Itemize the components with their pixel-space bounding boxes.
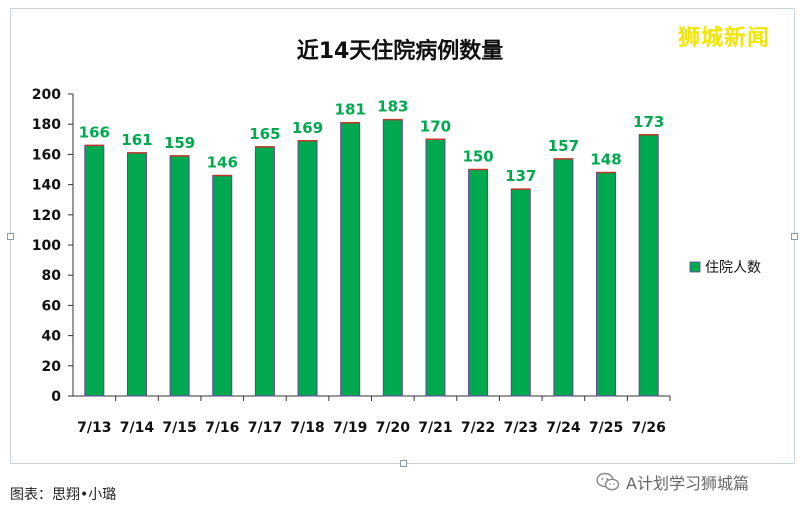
y-tick-label: 140 [32, 178, 61, 194]
data-label: 169 [292, 119, 323, 137]
bar [468, 169, 489, 397]
bar [84, 144, 105, 397]
x-tick-label: 7/25 [589, 420, 623, 436]
y-tick-label: 200 [32, 87, 61, 103]
x-tick-label: 7/20 [376, 420, 411, 436]
resize-handle-right[interactable] [791, 233, 798, 240]
resize-handle-bottom[interactable] [400, 460, 407, 467]
data-label: 146 [207, 154, 238, 172]
data-label: 137 [505, 167, 536, 185]
y-tick-label: 0 [51, 389, 61, 405]
data-label: 159 [164, 134, 195, 152]
data-label: 173 [633, 113, 664, 131]
x-tick-label: 7/15 [162, 420, 196, 436]
x-tick-label: 7/22 [461, 420, 495, 436]
bar [254, 146, 275, 397]
data-label: 166 [79, 123, 110, 141]
x-tick-label: 7/18 [290, 420, 324, 436]
bar [340, 122, 361, 397]
bar [382, 119, 403, 397]
legend-label: 住院人数 [705, 260, 761, 276]
x-tick-label: 7/21 [418, 420, 452, 436]
data-label: 181 [335, 101, 366, 119]
bar [638, 134, 659, 397]
y-tick-label: 180 [32, 117, 61, 133]
resize-handle-left[interactable] [7, 233, 14, 240]
data-label: 150 [462, 148, 493, 166]
y-tick-label: 40 [42, 329, 62, 345]
data-label: 148 [590, 151, 621, 169]
data-label: 170 [420, 117, 451, 135]
account-name: A计划学习狮城篇 [626, 474, 749, 493]
x-tick-label: 7/17 [248, 420, 282, 436]
bar [297, 140, 318, 397]
x-tick-label: 7/16 [205, 420, 239, 436]
bar [596, 172, 617, 397]
y-tick-label: 120 [32, 208, 61, 224]
bar [510, 188, 531, 397]
y-tick-label: 160 [32, 147, 61, 163]
legend-swatch [689, 261, 701, 273]
y-tick-label: 80 [42, 268, 62, 284]
y-tick-label: 20 [42, 359, 62, 375]
x-tick-label: 7/19 [333, 420, 367, 436]
bar [126, 152, 147, 397]
data-label: 157 [548, 137, 579, 155]
y-tick-label: 60 [42, 298, 62, 314]
watermark-logo: 狮城新闻 [678, 26, 771, 51]
x-tick-label: 7/14 [120, 420, 155, 436]
account-signature: A计划学习狮城篇 [596, 470, 749, 494]
bar [425, 138, 446, 397]
chart-caption: 图表：思翔•小璐 [10, 487, 117, 503]
chart-title: 近14天住院病例数量 [297, 38, 504, 64]
bar [212, 175, 233, 397]
data-label: 183 [377, 98, 408, 116]
y-tick-label: 100 [32, 238, 61, 254]
data-label: 165 [249, 125, 280, 143]
data-label: 161 [121, 131, 152, 149]
x-tick-label: 7/26 [632, 420, 666, 436]
wechat-icon [596, 472, 620, 491]
x-tick-label: 7/24 [546, 420, 581, 436]
bar [553, 158, 574, 397]
bar [169, 155, 190, 397]
x-tick-label: 7/13 [77, 420, 111, 436]
x-tick-label: 7/23 [504, 420, 538, 436]
